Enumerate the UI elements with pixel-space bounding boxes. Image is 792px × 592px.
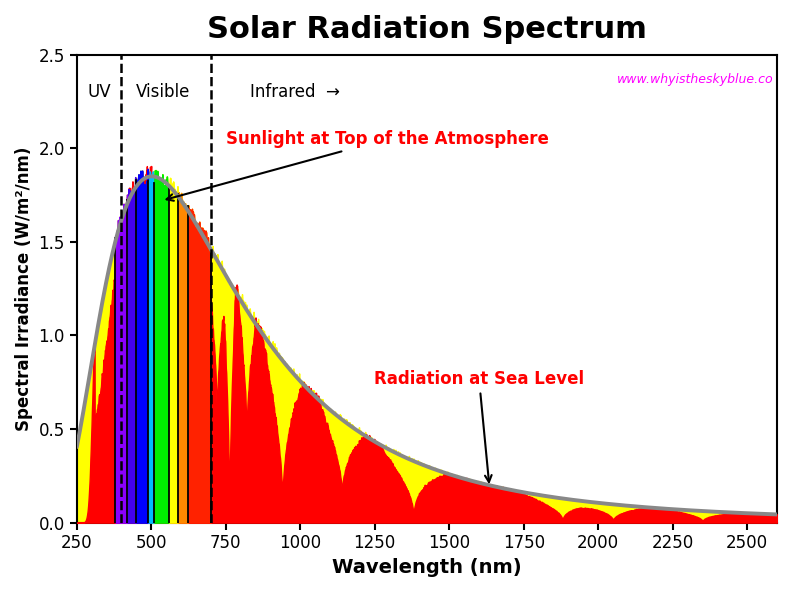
Text: Visible: Visible [136,83,190,101]
Text: UV: UV [87,83,111,101]
Text: Sunlight at Top of the Atmosphere: Sunlight at Top of the Atmosphere [166,130,549,201]
X-axis label: Wavelength (nm): Wavelength (nm) [332,558,522,577]
Text: Infrared  →: Infrared → [249,83,340,101]
Text: www.whyistheskyblue.co: www.whyistheskyblue.co [618,73,774,86]
Y-axis label: Spectral Irradiance (W/m²/nm): Spectral Irradiance (W/m²/nm) [15,146,33,431]
Title: Solar Radiation Spectrum: Solar Radiation Spectrum [207,15,647,44]
Text: Radiation at Sea Level: Radiation at Sea Level [374,370,584,482]
